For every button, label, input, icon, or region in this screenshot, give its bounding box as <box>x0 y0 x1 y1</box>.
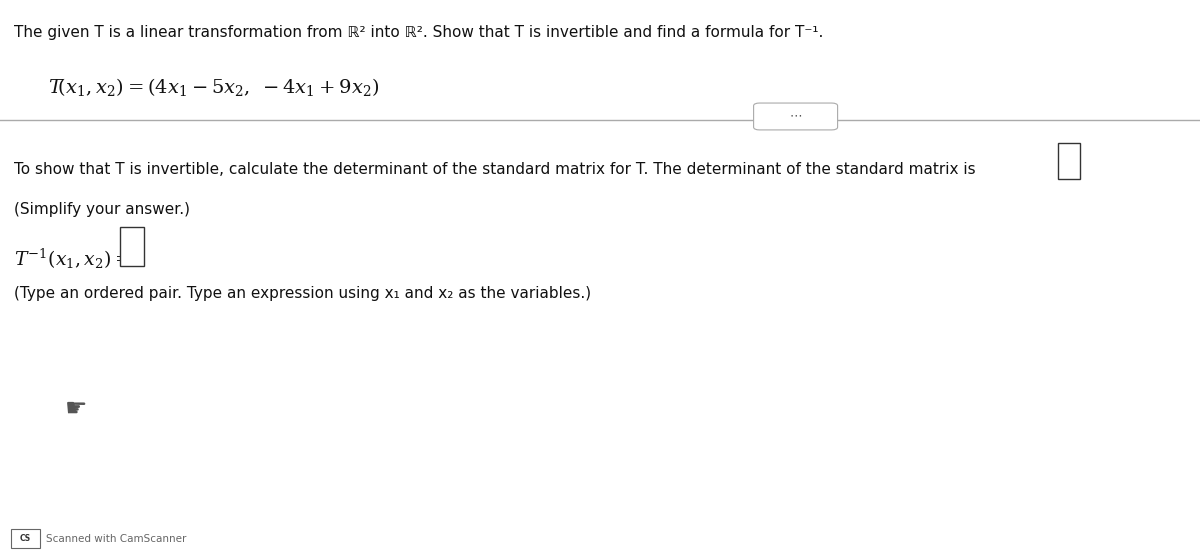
Text: The given T is a linear transformation from ℝ² into ℝ². Show that T is invertibl: The given T is a linear transformation f… <box>14 25 823 40</box>
Text: ⋯: ⋯ <box>790 109 802 123</box>
Text: ☛: ☛ <box>65 397 86 421</box>
Text: (Simplify your answer.): (Simplify your answer.) <box>14 202 191 217</box>
FancyBboxPatch shape <box>1058 143 1080 179</box>
FancyBboxPatch shape <box>11 529 40 548</box>
Text: $T\!\left(x_1,x_2\right) = \left(4x_1 - 5x_2,\;-4x_1 + 9x_2\right)$: $T\!\left(x_1,x_2\right) = \left(4x_1 - … <box>48 76 379 97</box>
FancyBboxPatch shape <box>120 227 144 266</box>
Text: CS: CS <box>19 534 31 543</box>
Text: To show that T is invertible, calculate the determinant of the standard matrix f: To show that T is invertible, calculate … <box>14 162 976 178</box>
FancyBboxPatch shape <box>754 103 838 130</box>
Text: Scanned with CamScanner: Scanned with CamScanner <box>46 534 186 544</box>
Text: (Type an ordered pair. Type an expression using x₁ and x₂ as the variables.): (Type an ordered pair. Type an expressio… <box>14 286 592 301</box>
Text: $T^{-1}(x_1,x_2) = $: $T^{-1}(x_1,x_2) = $ <box>14 246 131 270</box>
Text: 👋: 👋 <box>70 399 82 418</box>
